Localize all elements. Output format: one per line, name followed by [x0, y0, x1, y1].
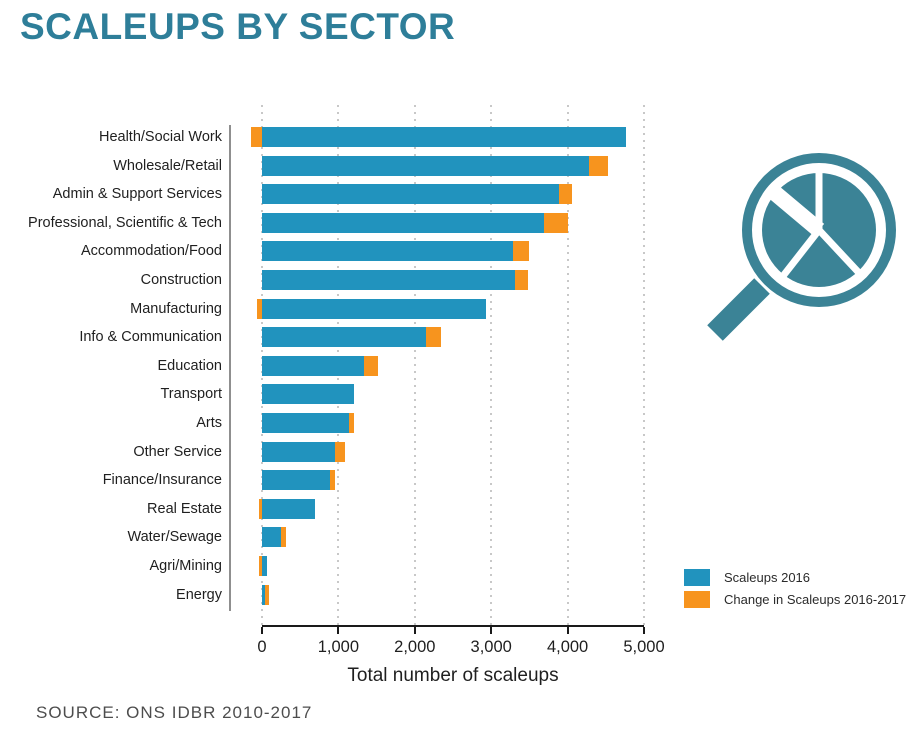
- pie-inside-magnifier: [762, 170, 876, 287]
- category-label: Wholesale/Retail: [113, 157, 222, 174]
- bar-change-2016-2017: [335, 441, 346, 462]
- bar-change-2016-2017: [250, 127, 262, 147]
- bar-scaleups-2016: [262, 441, 336, 462]
- bar-change-2016-2017: [257, 298, 262, 319]
- category-label: Admin & Support Services: [52, 186, 222, 203]
- bar-scaleups-2016: [262, 298, 486, 319]
- bar-scaleups-2016: [262, 184, 560, 205]
- category-label: Professional, Scientific & Tech: [28, 214, 222, 231]
- legend-item: Scaleups 2016: [684, 569, 906, 586]
- category-label: Education: [157, 357, 223, 374]
- source-note: SOURCE: ONS IDBR 2010-2017: [36, 703, 313, 722]
- bar-scaleups-2016: [262, 355, 365, 376]
- category-label: Agri/Mining: [149, 558, 222, 574]
- bar-scaleups-2016: [262, 413, 350, 433]
- x-tick-label: 0: [257, 638, 267, 656]
- x-axis-tick: [566, 627, 569, 634]
- bar-change-2016-2017: [588, 155, 609, 176]
- category-label: Real Estate: [147, 500, 222, 517]
- gridline: [490, 105, 493, 625]
- bar-scaleups-2016: [262, 498, 316, 519]
- bar-chart: Total number of scaleups Health/Social W…: [0, 105, 913, 686]
- bar-change-2016-2017: [514, 270, 528, 290]
- x-tick-label: 1,000: [317, 638, 360, 656]
- x-axis-tick: [261, 627, 263, 634]
- bar-scaleups-2016: [262, 212, 544, 233]
- category-label: Transport: [160, 386, 222, 403]
- bar-scaleups-2016: [262, 384, 355, 405]
- magnifier-handle: [707, 278, 770, 341]
- bar-change-2016-2017: [281, 527, 286, 548]
- bar-scaleups-2016: [262, 270, 515, 290]
- category-label: Manufacturing: [130, 300, 222, 317]
- gridline: [413, 105, 416, 625]
- bar-scaleups-2016: [262, 584, 266, 605]
- pie-chart-magnifier-icon: [707, 153, 896, 341]
- magnifier-ring: [742, 153, 896, 307]
- bar-scaleups-2016: [262, 327, 427, 348]
- legend-item: Change in Scaleups 2016-2017: [684, 591, 906, 608]
- legend: Scaleups 2016 Change in Scaleups 2016-201…: [684, 569, 906, 613]
- page-title: SCALEUPS BY SECTOR: [20, 6, 456, 47]
- category-label: Energy: [176, 586, 222, 603]
- bar-change-2016-2017: [513, 241, 529, 262]
- category-label: Info & Communication: [79, 329, 222, 346]
- bar-change-2016-2017: [543, 212, 568, 233]
- x-axis-tick: [643, 627, 645, 634]
- category-label: Health/Social Work: [98, 129, 222, 145]
- bar-scaleups-2016: [262, 127, 626, 147]
- x-tick-label: 2,000: [394, 638, 436, 656]
- category-label: Arts: [196, 415, 222, 431]
- category-label: Water/Sewage: [127, 529, 222, 546]
- legend-swatch: [684, 569, 710, 586]
- bar-change-2016-2017: [258, 498, 262, 519]
- bar-change-2016-2017: [329, 470, 336, 491]
- x-axis-title: Total number of scaleups: [347, 665, 559, 686]
- x-tick-label: 5,000: [623, 638, 665, 656]
- category-label: Other Service: [133, 443, 222, 460]
- gridline: [643, 105, 645, 625]
- x-axis-tick: [413, 627, 416, 634]
- gridline: [566, 105, 569, 625]
- bar-change-2016-2017: [364, 355, 379, 376]
- bar-scaleups-2016: [262, 556, 267, 576]
- bar-scaleups-2016: [262, 527, 282, 548]
- x-axis-tick: [490, 627, 493, 634]
- x-axis-tick: [337, 627, 340, 634]
- legend-label: Change in Scaleups 2016-2017: [724, 592, 907, 607]
- bar-change-2016-2017: [265, 584, 269, 605]
- x-tick-label: 4,000: [546, 638, 589, 656]
- legend-label: Scaleups 2016: [724, 570, 811, 585]
- category-label: Finance/Insurance: [102, 472, 222, 489]
- bar-change-2016-2017: [258, 556, 262, 576]
- bar-change-2016-2017: [349, 413, 354, 433]
- x-axis-line: [262, 625, 644, 627]
- bar-change-2016-2017: [559, 184, 573, 205]
- bar-change-2016-2017: [426, 327, 441, 348]
- bar-scaleups-2016: [262, 470, 330, 491]
- bar-scaleups-2016: [262, 241, 514, 262]
- category-label: Accommodation/Food: [80, 243, 222, 260]
- bar-scaleups-2016: [262, 155, 589, 176]
- x-tick-label: 3,000: [470, 638, 512, 656]
- category-label: Construction: [140, 272, 222, 288]
- legend-swatch: [684, 591, 710, 608]
- y-axis-line: [229, 125, 231, 611]
